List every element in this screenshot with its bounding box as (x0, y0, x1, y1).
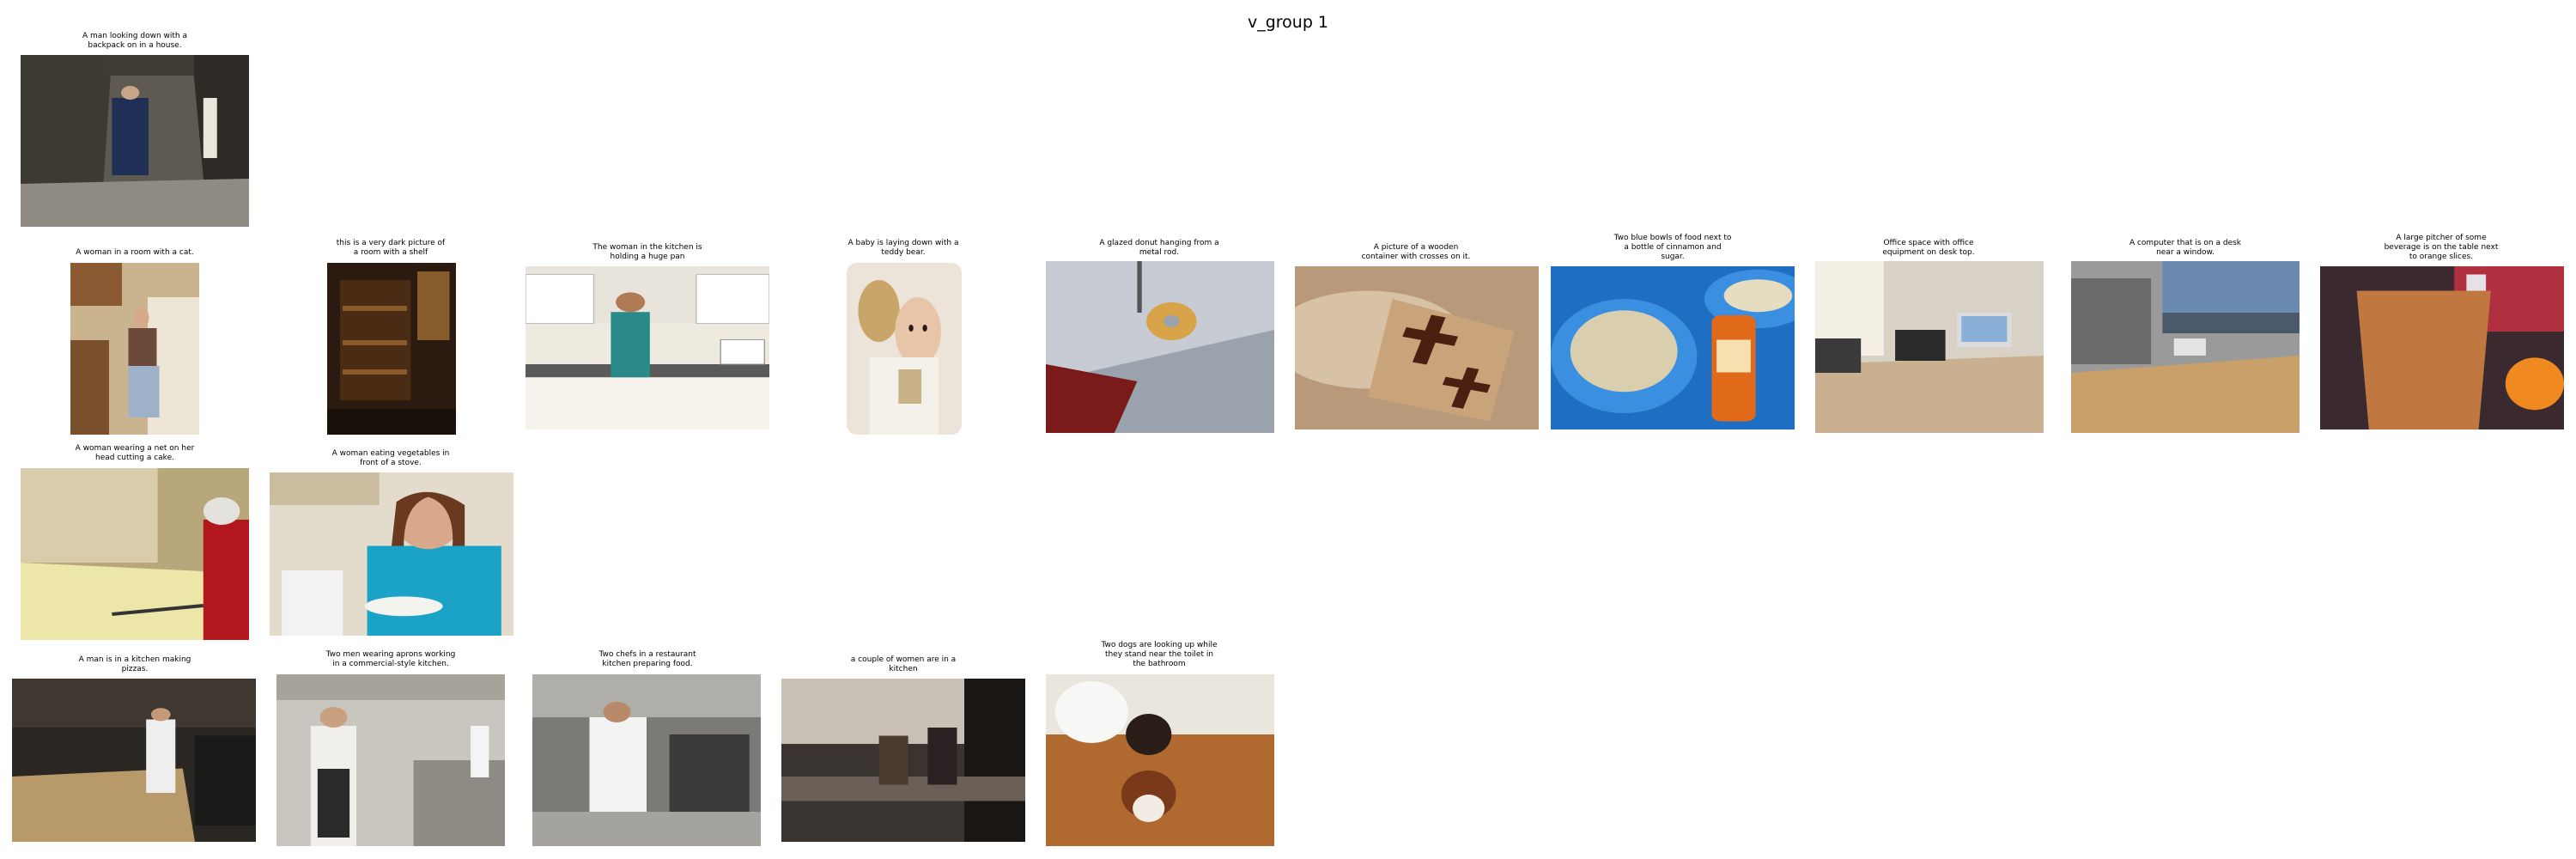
women-kitchen-photo (781, 679, 1025, 842)
blue-bowls-photo (1551, 266, 1795, 430)
kitchen-woman-pan-photo (526, 266, 769, 430)
kitchen-woman-cat-photo (70, 263, 199, 435)
figure-title: v_group 1 (1247, 13, 1329, 32)
image-caption: Two men wearing aprons working in a comm… (325, 650, 456, 668)
image-caption: A woman eating vegetables in front of a … (331, 449, 450, 467)
image-caption: The woman in the kitchen is holding a hu… (592, 243, 702, 261)
image-caption: A woman in a room with a cat. (76, 248, 194, 257)
image-caption: Office space with office equipment on de… (1882, 239, 1975, 257)
commercial-kitchen-photo (276, 674, 505, 846)
image-caption: Two blue bowls of food next to a bottle … (1613, 234, 1732, 261)
image-caption: Two chefs in a restaurant kitchen prepar… (598, 650, 696, 668)
pizza-kitchen-photo (12, 679, 256, 842)
image-caption: A baby is laying down with a teddy bear. (848, 239, 959, 257)
image-caption: Two dogs are looking up while they stand… (1101, 641, 1218, 668)
dim-stone-room-photo (21, 55, 249, 227)
image-caption: A large pitcher of some beverage is on t… (2384, 234, 2499, 261)
image-caption: this is a very dark picture of a room wi… (336, 239, 446, 257)
office-desk-photo (1815, 261, 2044, 433)
dark-room-shelf-photo (327, 263, 456, 435)
image-caption: a couple of women are in a kitchen (850, 655, 957, 673)
image-caption: A picture of a wooden container with cro… (1361, 243, 1471, 261)
image-caption: A man is in a kitchen making pizzas. (78, 655, 191, 673)
image-caption: A glazed donut hanging from a metal rod. (1099, 239, 1219, 257)
restaurant-chefs-photo (532, 674, 761, 846)
cake-cutting-photo (21, 468, 249, 640)
pitcher-orange-photo (2320, 266, 2564, 430)
woman-eating-photo (270, 472, 513, 636)
baby-teddy-photo (847, 263, 962, 435)
wooden-crosses-photo (1295, 266, 1539, 430)
image-caption: A woman wearing a net on her head cuttin… (75, 444, 195, 462)
image-caption: A man looking down with a backpack on in… (82, 32, 187, 50)
dogs-bathroom-photo (1046, 674, 1274, 846)
computer-desk-window-photo (2071, 261, 2300, 433)
image-caption: A computer that is on a desk near a wind… (2129, 239, 2242, 257)
donut-car-photo (1046, 261, 1274, 433)
